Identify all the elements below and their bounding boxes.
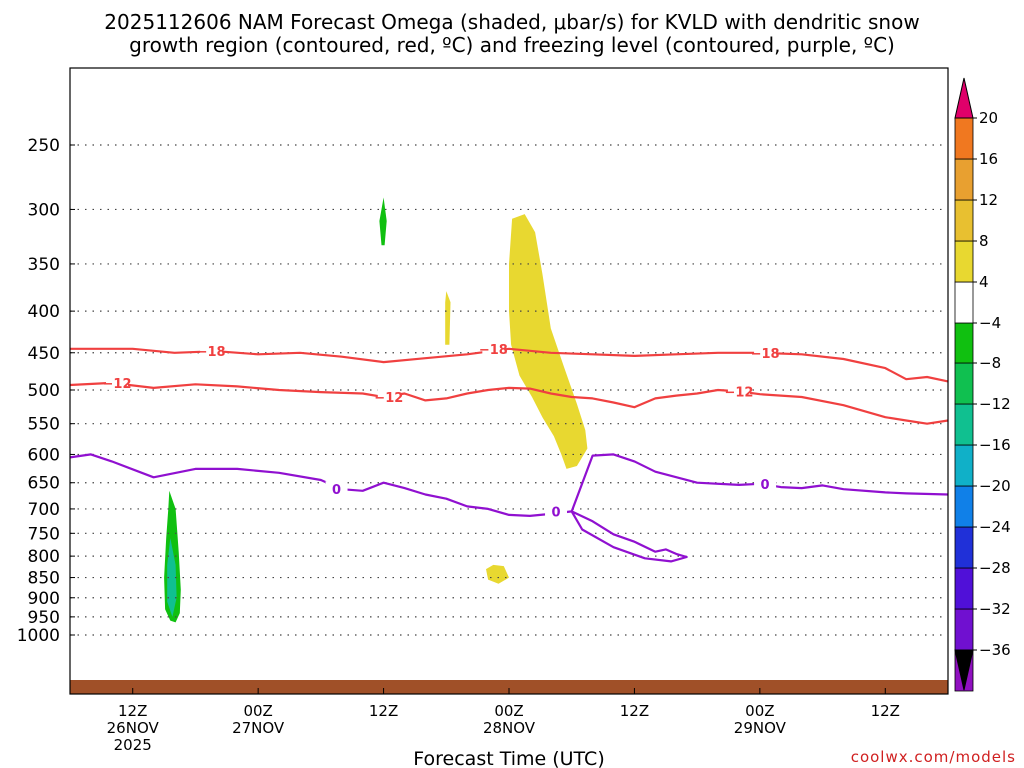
colorbar-label: −36 xyxy=(979,641,1011,659)
y-tick-label: 900 xyxy=(28,589,60,609)
colorbar-bin xyxy=(954,158,974,201)
x-tick-label: 00Z xyxy=(243,702,272,720)
plot-frame xyxy=(69,67,949,695)
colorbar-label: 12 xyxy=(979,191,998,209)
contour-label: −12 xyxy=(103,377,132,392)
x-tick-label: 12Z xyxy=(369,702,398,720)
contour-label-bg xyxy=(754,475,777,491)
y-tick-label: 750 xyxy=(28,524,60,544)
colorbar-label: −4 xyxy=(979,314,1001,332)
y-tick-label: 800 xyxy=(28,547,60,567)
contour-label: −18 xyxy=(751,347,780,362)
colorbar-bin xyxy=(954,567,974,610)
colorbar-label: −24 xyxy=(979,518,1011,536)
colorbar-bin xyxy=(954,240,974,283)
contour-label-bg xyxy=(482,340,505,356)
contour-label: −18 xyxy=(197,345,226,360)
y-tick-label: 650 xyxy=(28,474,60,494)
omega-positive-area-small xyxy=(486,564,509,584)
y-tick-label: 250 xyxy=(28,136,60,156)
x-tick-label: 29NOV xyxy=(734,719,787,737)
y-tick-label: 1000 xyxy=(17,626,60,646)
watermark: coolwx.com/models xyxy=(850,748,1016,766)
colorbar-label: −32 xyxy=(979,600,1011,618)
x-tick-label: 2025 xyxy=(114,736,152,754)
colorbar-bin xyxy=(954,281,974,324)
colorbar-label: −8 xyxy=(979,354,1001,372)
freezing-contour xyxy=(69,453,949,517)
chart-title-line1: 2025112606 NAM Forecast Omega (shaded, μ… xyxy=(104,10,920,34)
ground-bar xyxy=(70,680,948,694)
colorbar-label: −28 xyxy=(979,559,1011,577)
colorbar-bin xyxy=(954,403,974,446)
y-tick-label: 600 xyxy=(28,445,60,465)
colorbar-bin xyxy=(954,485,974,528)
colorbar-over-triangle xyxy=(954,77,974,119)
y-tick-label: 950 xyxy=(28,608,60,628)
colorbar-label: 20 xyxy=(979,109,998,127)
contour-label-bg xyxy=(377,388,400,404)
contour-label: −12 xyxy=(724,385,753,400)
minus12-contour xyxy=(69,381,949,425)
contour-label-bg xyxy=(325,481,348,497)
colorbar-bin xyxy=(954,526,974,569)
contour-label: −12 xyxy=(374,391,403,406)
x-tick-label: 12Z xyxy=(118,702,147,720)
y-tick-label: 400 xyxy=(28,302,60,322)
colorbar-label: 8 xyxy=(979,232,989,250)
x-tick-label: 12Z xyxy=(620,702,649,720)
colorbar-label: 4 xyxy=(979,273,989,291)
omega-positive-area-main xyxy=(509,214,588,469)
y-tick-label: 350 xyxy=(28,255,60,275)
colorbar-label: −20 xyxy=(979,477,1011,495)
y-tick-label: 300 xyxy=(28,200,60,220)
y-tick-label: 700 xyxy=(28,500,60,520)
colorbar-label: −12 xyxy=(979,395,1011,413)
omega-positive-area-thin xyxy=(445,291,451,345)
x-tick-label: 28NOV xyxy=(483,719,536,737)
contour-label-bg xyxy=(545,503,568,519)
contour-label-bg xyxy=(106,374,129,390)
x-tick-label: 27NOV xyxy=(232,719,285,737)
x-axis-title: Forecast Time (UTC) xyxy=(413,748,604,768)
x-tick-label: 12Z xyxy=(871,702,900,720)
x-tick-label: 00Z xyxy=(494,702,523,720)
colorbar-bin xyxy=(954,199,974,242)
omega-negative-area-upper xyxy=(379,197,387,246)
y-tick-label: 500 xyxy=(28,381,60,401)
colorbar-label: −16 xyxy=(979,436,1011,454)
contour-label-bg xyxy=(727,383,750,399)
colorbar-bin xyxy=(954,362,974,405)
y-tick-label: 450 xyxy=(28,344,60,364)
x-tick-label: 26NOV xyxy=(107,719,160,737)
x-tick-label: 00Z xyxy=(745,702,774,720)
colorbar-bin xyxy=(954,444,974,487)
colorbar-label: 16 xyxy=(979,150,998,168)
freezing-contour-branch xyxy=(570,510,688,563)
minus18-contour xyxy=(70,347,949,383)
contour-label-bg xyxy=(754,344,777,360)
chart-title-line2: growth region (contoured, red, ºC) and f… xyxy=(129,33,895,57)
colorbar-bin xyxy=(954,117,974,160)
omega-negative-area-left-core xyxy=(167,538,177,617)
contour-label: 0 xyxy=(332,483,341,498)
contour-label: 0 xyxy=(761,478,770,493)
colorbar-bin xyxy=(954,608,974,651)
colorbar-under-triangle xyxy=(954,649,974,691)
y-tick-label: 550 xyxy=(28,415,60,435)
contour-label-bg xyxy=(200,343,223,359)
colorbar-bin xyxy=(954,322,974,364)
contour-label: −18 xyxy=(479,343,508,358)
contour-label: 0 xyxy=(552,505,561,520)
y-tick-label: 850 xyxy=(28,569,60,589)
